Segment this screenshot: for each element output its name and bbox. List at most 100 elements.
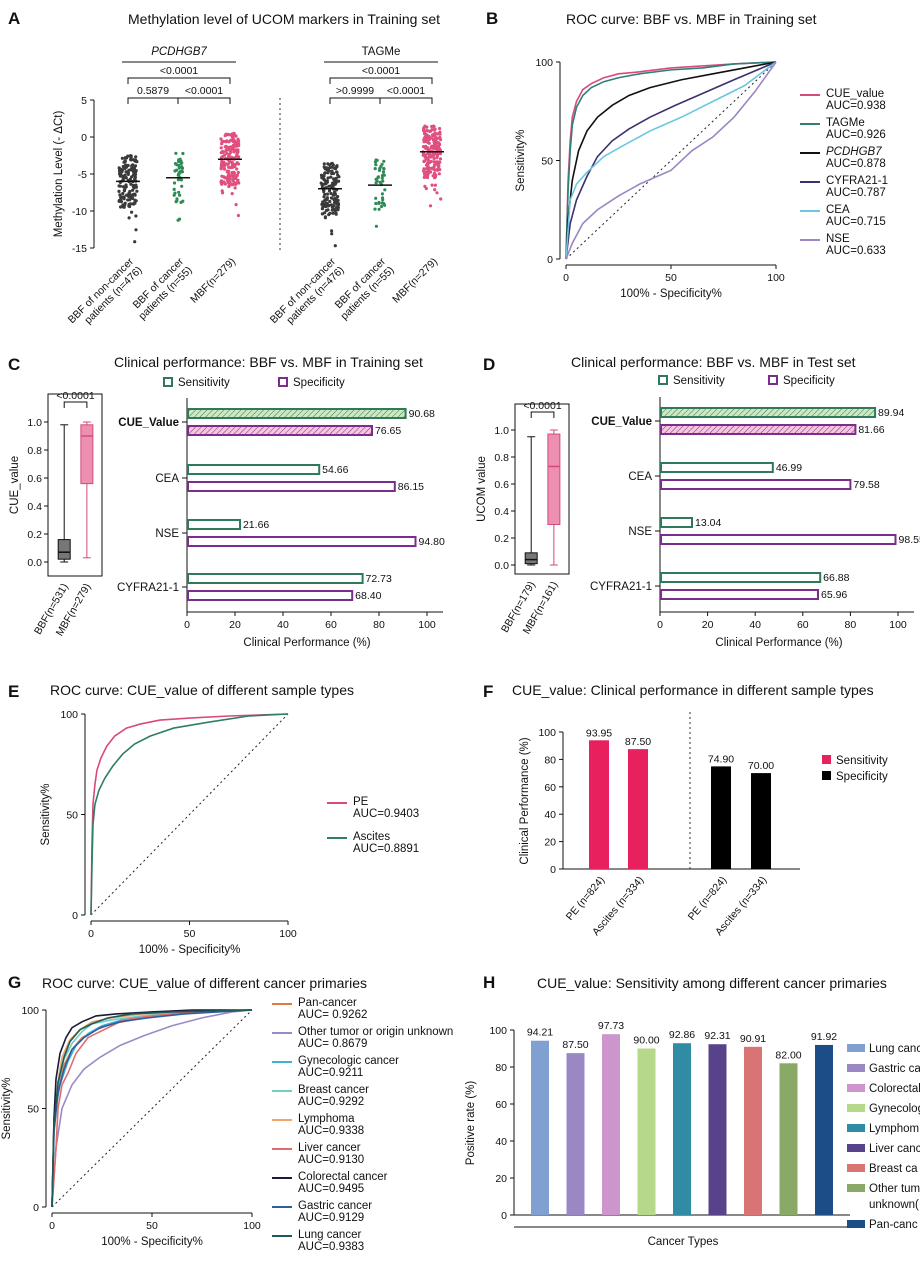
c-x-label: Clinical Performance (%) — [243, 637, 370, 649]
panel-h-title: CUE_value: Sensitivity among different c… — [537, 975, 887, 991]
a-data-point — [433, 147, 437, 151]
h-legend-label: Colorectal — [869, 1083, 920, 1095]
a-data-point — [423, 124, 427, 128]
e-x-tick-label: 100 — [279, 928, 297, 940]
a-data-point — [332, 193, 336, 197]
a-data-point — [324, 182, 328, 186]
a-data-point — [129, 202, 133, 206]
d-category-label: CUE_Value — [591, 416, 652, 428]
a-data-point — [428, 154, 432, 158]
b-x-tick-label: 0 — [563, 272, 569, 284]
g-series-gastric-cancer — [51, 1009, 253, 1208]
a-data-point — [121, 185, 126, 189]
d-x-tick-label: 100 — [889, 619, 907, 631]
c-legend-label: Specificity — [293, 377, 345, 389]
a-data-point — [135, 189, 139, 193]
a-data-point — [128, 196, 132, 200]
a-data-point — [173, 191, 177, 195]
panel-f-performance: 100 80 60 40 20 0 Clinical Performance (%) 93.9… — [519, 712, 888, 938]
f-y-tick-label: 100 — [538, 727, 556, 739]
a-data-point — [377, 207, 381, 211]
h-y-tick-label: 60 — [495, 1099, 507, 1111]
a-data-point — [219, 179, 224, 183]
a-data-point — [335, 170, 339, 174]
c-bar-sensitivity — [187, 519, 241, 530]
a-data-point — [382, 202, 386, 206]
a-data-point — [174, 200, 178, 204]
a-bracket — [329, 77, 433, 84]
a-data-point — [125, 193, 129, 197]
g-y-tick-label: 0 — [33, 1202, 39, 1214]
a-data-point — [131, 173, 136, 177]
g-legend-name: Liver cancer — [298, 1142, 361, 1154]
a-data-point — [322, 162, 326, 166]
d-bar-sensitivity — [660, 462, 774, 473]
a-data-point — [235, 167, 239, 171]
h-legend-label: Pan-canc — [869, 1219, 918, 1231]
a-data-point — [429, 145, 433, 149]
a-data-point — [336, 173, 340, 177]
b-legend-auc: AUC=0.938 — [826, 100, 886, 112]
a-data-point — [438, 126, 442, 131]
a-data-point — [374, 224, 378, 228]
a-data-point — [228, 160, 232, 164]
h-y-tick-label: 0 — [501, 1210, 507, 1222]
e-y-label: Sensitivity% — [40, 784, 52, 846]
a-data-point — [326, 162, 330, 166]
g-y-label: Sensitivity% — [1, 1078, 13, 1140]
d-x-tick-label: 40 — [749, 619, 761, 631]
a-y-tick-label: 5 — [81, 95, 87, 107]
a-data-point — [127, 216, 131, 220]
a-data-point — [438, 157, 443, 161]
a-data-point — [336, 198, 340, 202]
h-bar-lymphoma — [673, 1043, 691, 1215]
a-data-point — [177, 158, 181, 162]
a-data-point — [223, 153, 227, 157]
d-box-body — [547, 433, 561, 525]
f-bar-specificity — [751, 773, 771, 869]
c-box-tick-label: 0.8 — [27, 445, 42, 457]
a-data-point — [234, 181, 239, 185]
f-bar-value: 93.95 — [586, 727, 612, 739]
panel-letter-g: G — [8, 973, 21, 992]
c-bar-sensitivity — [187, 464, 321, 475]
a-data-point — [380, 196, 385, 200]
a-data-point — [220, 189, 224, 193]
a-data-point — [223, 134, 227, 138]
a-data-point — [233, 133, 237, 137]
a-data-point — [436, 132, 440, 136]
g-legend-auc: AUC=0.9383 — [298, 1241, 364, 1253]
a-category-label: MBF(n=279) — [390, 256, 440, 306]
a-data-point — [373, 167, 377, 171]
d-x-tick-label: 80 — [845, 619, 857, 631]
a-data-point — [121, 205, 125, 209]
panel-e-title: ROC curve: CUE_value of different sample… — [50, 682, 354, 698]
a-data-point — [173, 162, 178, 166]
d-x-tick-label: 0 — [657, 619, 663, 631]
a-data-point — [426, 174, 430, 178]
d-legend-label: Specificity — [783, 375, 835, 387]
h-y-tick-label: 20 — [495, 1173, 507, 1185]
a-bracket — [329, 97, 381, 104]
a-data-point — [220, 140, 224, 144]
h-legend-label: Breast ca — [869, 1163, 918, 1175]
h-bar-breast-cancer — [744, 1046, 762, 1215]
a-data-point — [219, 137, 223, 141]
a-data-point — [134, 214, 138, 218]
a-data-point — [320, 212, 324, 216]
h-bar-value: 94.21 — [527, 1027, 553, 1039]
c-box-tick-label: 1.0 — [27, 417, 42, 429]
a-data-point — [133, 240, 137, 244]
a-data-point — [435, 156, 439, 160]
d-box-ylabel: UCOM value — [476, 456, 488, 522]
a-data-point — [124, 170, 128, 174]
d-box-body — [524, 552, 538, 565]
a-data-point — [220, 182, 224, 186]
d-bar-specificity — [660, 424, 857, 435]
a-data-point — [433, 188, 437, 192]
b-x-tick-label: 100 — [767, 272, 785, 284]
a-data-point — [234, 144, 238, 148]
d-box-tick-label: 0.4 — [494, 506, 509, 518]
d-legend-swatch — [658, 375, 668, 385]
a-data-point — [424, 153, 428, 157]
